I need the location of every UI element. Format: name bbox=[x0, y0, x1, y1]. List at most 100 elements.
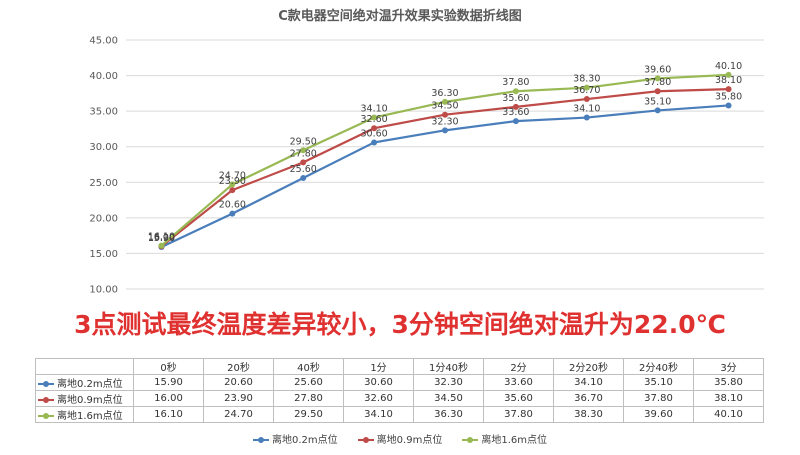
data-point bbox=[512, 103, 519, 110]
data-point bbox=[654, 107, 661, 114]
table-row-header: 离地1.6m点位 bbox=[35, 406, 134, 423]
data-point bbox=[300, 175, 307, 182]
table-column-header: 40秒 bbox=[273, 358, 344, 375]
data-label: 15.90 bbox=[148, 233, 175, 244]
table-cell: 24.70 bbox=[203, 406, 274, 423]
data-label: 37.80 bbox=[644, 77, 671, 88]
y-tick-label: 10.00 bbox=[89, 285, 118, 296]
data-label: 35.10 bbox=[644, 96, 671, 107]
table-cell: 16.10 bbox=[133, 406, 204, 423]
table-cell: 36.30 bbox=[413, 406, 484, 423]
table-row: 离地0.2m点位 15.90 20.60 25.60 30.60 32.30 33.60 34… bbox=[35, 374, 764, 391]
data-label: 20.60 bbox=[219, 200, 246, 211]
data-label: 35.60 bbox=[502, 93, 529, 104]
table-column-header: 20秒 bbox=[203, 358, 274, 375]
line-chart: C款电器空间绝对温升效果实验数据折线图 10.00 15.00 20.00 25.00… bbox=[89, 8, 764, 296]
table-cell: 30.60 bbox=[343, 374, 414, 391]
data-label: 34.10 bbox=[573, 104, 600, 115]
table-cell: 32.60 bbox=[343, 390, 414, 407]
chart-title: C款电器空间绝对温升效果实验数据折线图 bbox=[278, 8, 522, 24]
data-point bbox=[583, 96, 590, 103]
y-tick-label: 40.00 bbox=[89, 71, 118, 82]
data-label: 36.30 bbox=[431, 88, 458, 99]
legend-item: 离地0.2m点位 bbox=[253, 431, 338, 446]
table-cell: 38.30 bbox=[553, 406, 624, 423]
data-label: 37.80 bbox=[502, 77, 529, 88]
data-point bbox=[512, 118, 519, 125]
data-point bbox=[229, 210, 236, 217]
y-tick-label: 45.00 bbox=[89, 36, 118, 47]
chart-legend: 离地0.2m点位 离地0.9m点位 离地1.6m点位 bbox=[0, 431, 800, 446]
table-cell: 20.60 bbox=[203, 374, 274, 391]
data-label: 38.10 bbox=[715, 75, 742, 86]
series-marker-icon bbox=[38, 381, 54, 387]
series-marker-icon bbox=[38, 397, 54, 403]
data-point bbox=[442, 98, 448, 105]
data-point bbox=[371, 139, 378, 146]
table-cell: 15.90 bbox=[133, 374, 204, 391]
data-point bbox=[725, 71, 732, 78]
data-label: 32.30 bbox=[431, 116, 458, 127]
data-label: 30.60 bbox=[361, 128, 388, 139]
table-cell: 33.60 bbox=[483, 374, 554, 391]
table-row: 离地1.6m点位 16.10 24.70 29.50 34.10 36.30 37.80 38… bbox=[35, 406, 764, 423]
data-label: 38.30 bbox=[573, 74, 600, 85]
data-point bbox=[654, 88, 661, 95]
legend-marker-icon bbox=[357, 437, 374, 443]
y-tick-label: 25.00 bbox=[89, 178, 118, 189]
table-row: 离地0.9m点位 16.00 23.90 27.80 32.60 34.50 35.60 36… bbox=[35, 390, 764, 407]
table-cell: 36.70 bbox=[553, 390, 624, 407]
data-point bbox=[229, 187, 236, 194]
data-label: 35.80 bbox=[715, 91, 742, 102]
table-cell: 16.00 bbox=[133, 390, 204, 407]
data-point bbox=[300, 147, 307, 154]
table-cell: 35.10 bbox=[623, 374, 694, 391]
table-cell: 27.80 bbox=[273, 390, 344, 407]
table-cell: 23.90 bbox=[203, 390, 274, 407]
data-label: 33.60 bbox=[502, 107, 529, 118]
data-label: 16.10 bbox=[148, 232, 175, 243]
table-cell: 32.30 bbox=[413, 374, 484, 391]
series-name: 离地1.6m点位 bbox=[57, 411, 123, 422]
table-cell: 37.80 bbox=[483, 406, 554, 423]
data-point bbox=[442, 127, 448, 134]
series-name: 离地0.9m点位 bbox=[57, 395, 123, 406]
table-cell: 34.10 bbox=[553, 374, 624, 391]
data-point bbox=[583, 114, 590, 121]
table-corner-cell bbox=[35, 358, 134, 375]
table-column-header: 2分20秒 bbox=[553, 358, 624, 375]
y-tick-label: 35.00 bbox=[89, 107, 118, 118]
data-label: 32.60 bbox=[361, 114, 388, 125]
table-cell: 29.50 bbox=[273, 406, 344, 423]
data-point bbox=[442, 111, 448, 118]
legend-label: 离地1.6m点位 bbox=[481, 435, 547, 446]
data-point bbox=[371, 125, 378, 132]
data-label: 36.70 bbox=[573, 85, 600, 96]
data-table: 0秒 20秒 40秒 1分 1分40秒 2分 2分20秒 2分40秒 3分 离地0.2m点位 15… bbox=[35, 358, 764, 423]
data-label: 39.60 bbox=[644, 64, 671, 75]
data-point bbox=[300, 159, 307, 166]
series-marker-icon bbox=[38, 413, 54, 419]
data-label: 29.50 bbox=[290, 136, 317, 147]
data-point bbox=[371, 114, 378, 121]
legend-item: 离地0.9m点位 bbox=[357, 431, 443, 446]
legend-marker-icon bbox=[253, 437, 270, 443]
table-cell: 35.80 bbox=[693, 374, 764, 391]
table-cell: 38.10 bbox=[693, 390, 764, 407]
legend-marker-icon bbox=[462, 437, 479, 443]
data-point bbox=[725, 102, 732, 109]
data-point bbox=[512, 88, 519, 95]
table-cell: 35.60 bbox=[483, 390, 554, 407]
y-tick-label: 30.00 bbox=[89, 142, 118, 153]
legend-label: 离地0.9m点位 bbox=[376, 435, 443, 446]
data-point bbox=[654, 75, 661, 82]
data-point bbox=[583, 84, 590, 91]
table-cell: 25.60 bbox=[273, 374, 344, 391]
legend-label: 离地0.2m点位 bbox=[272, 435, 338, 446]
data-label: 34.10 bbox=[361, 104, 388, 115]
data-label: 16.00 bbox=[148, 232, 175, 243]
table-cell: 34.10 bbox=[343, 406, 414, 423]
table-row-header: 离地0.9m点位 bbox=[35, 390, 134, 407]
data-point bbox=[725, 86, 732, 93]
data-label: 27.80 bbox=[290, 148, 317, 159]
